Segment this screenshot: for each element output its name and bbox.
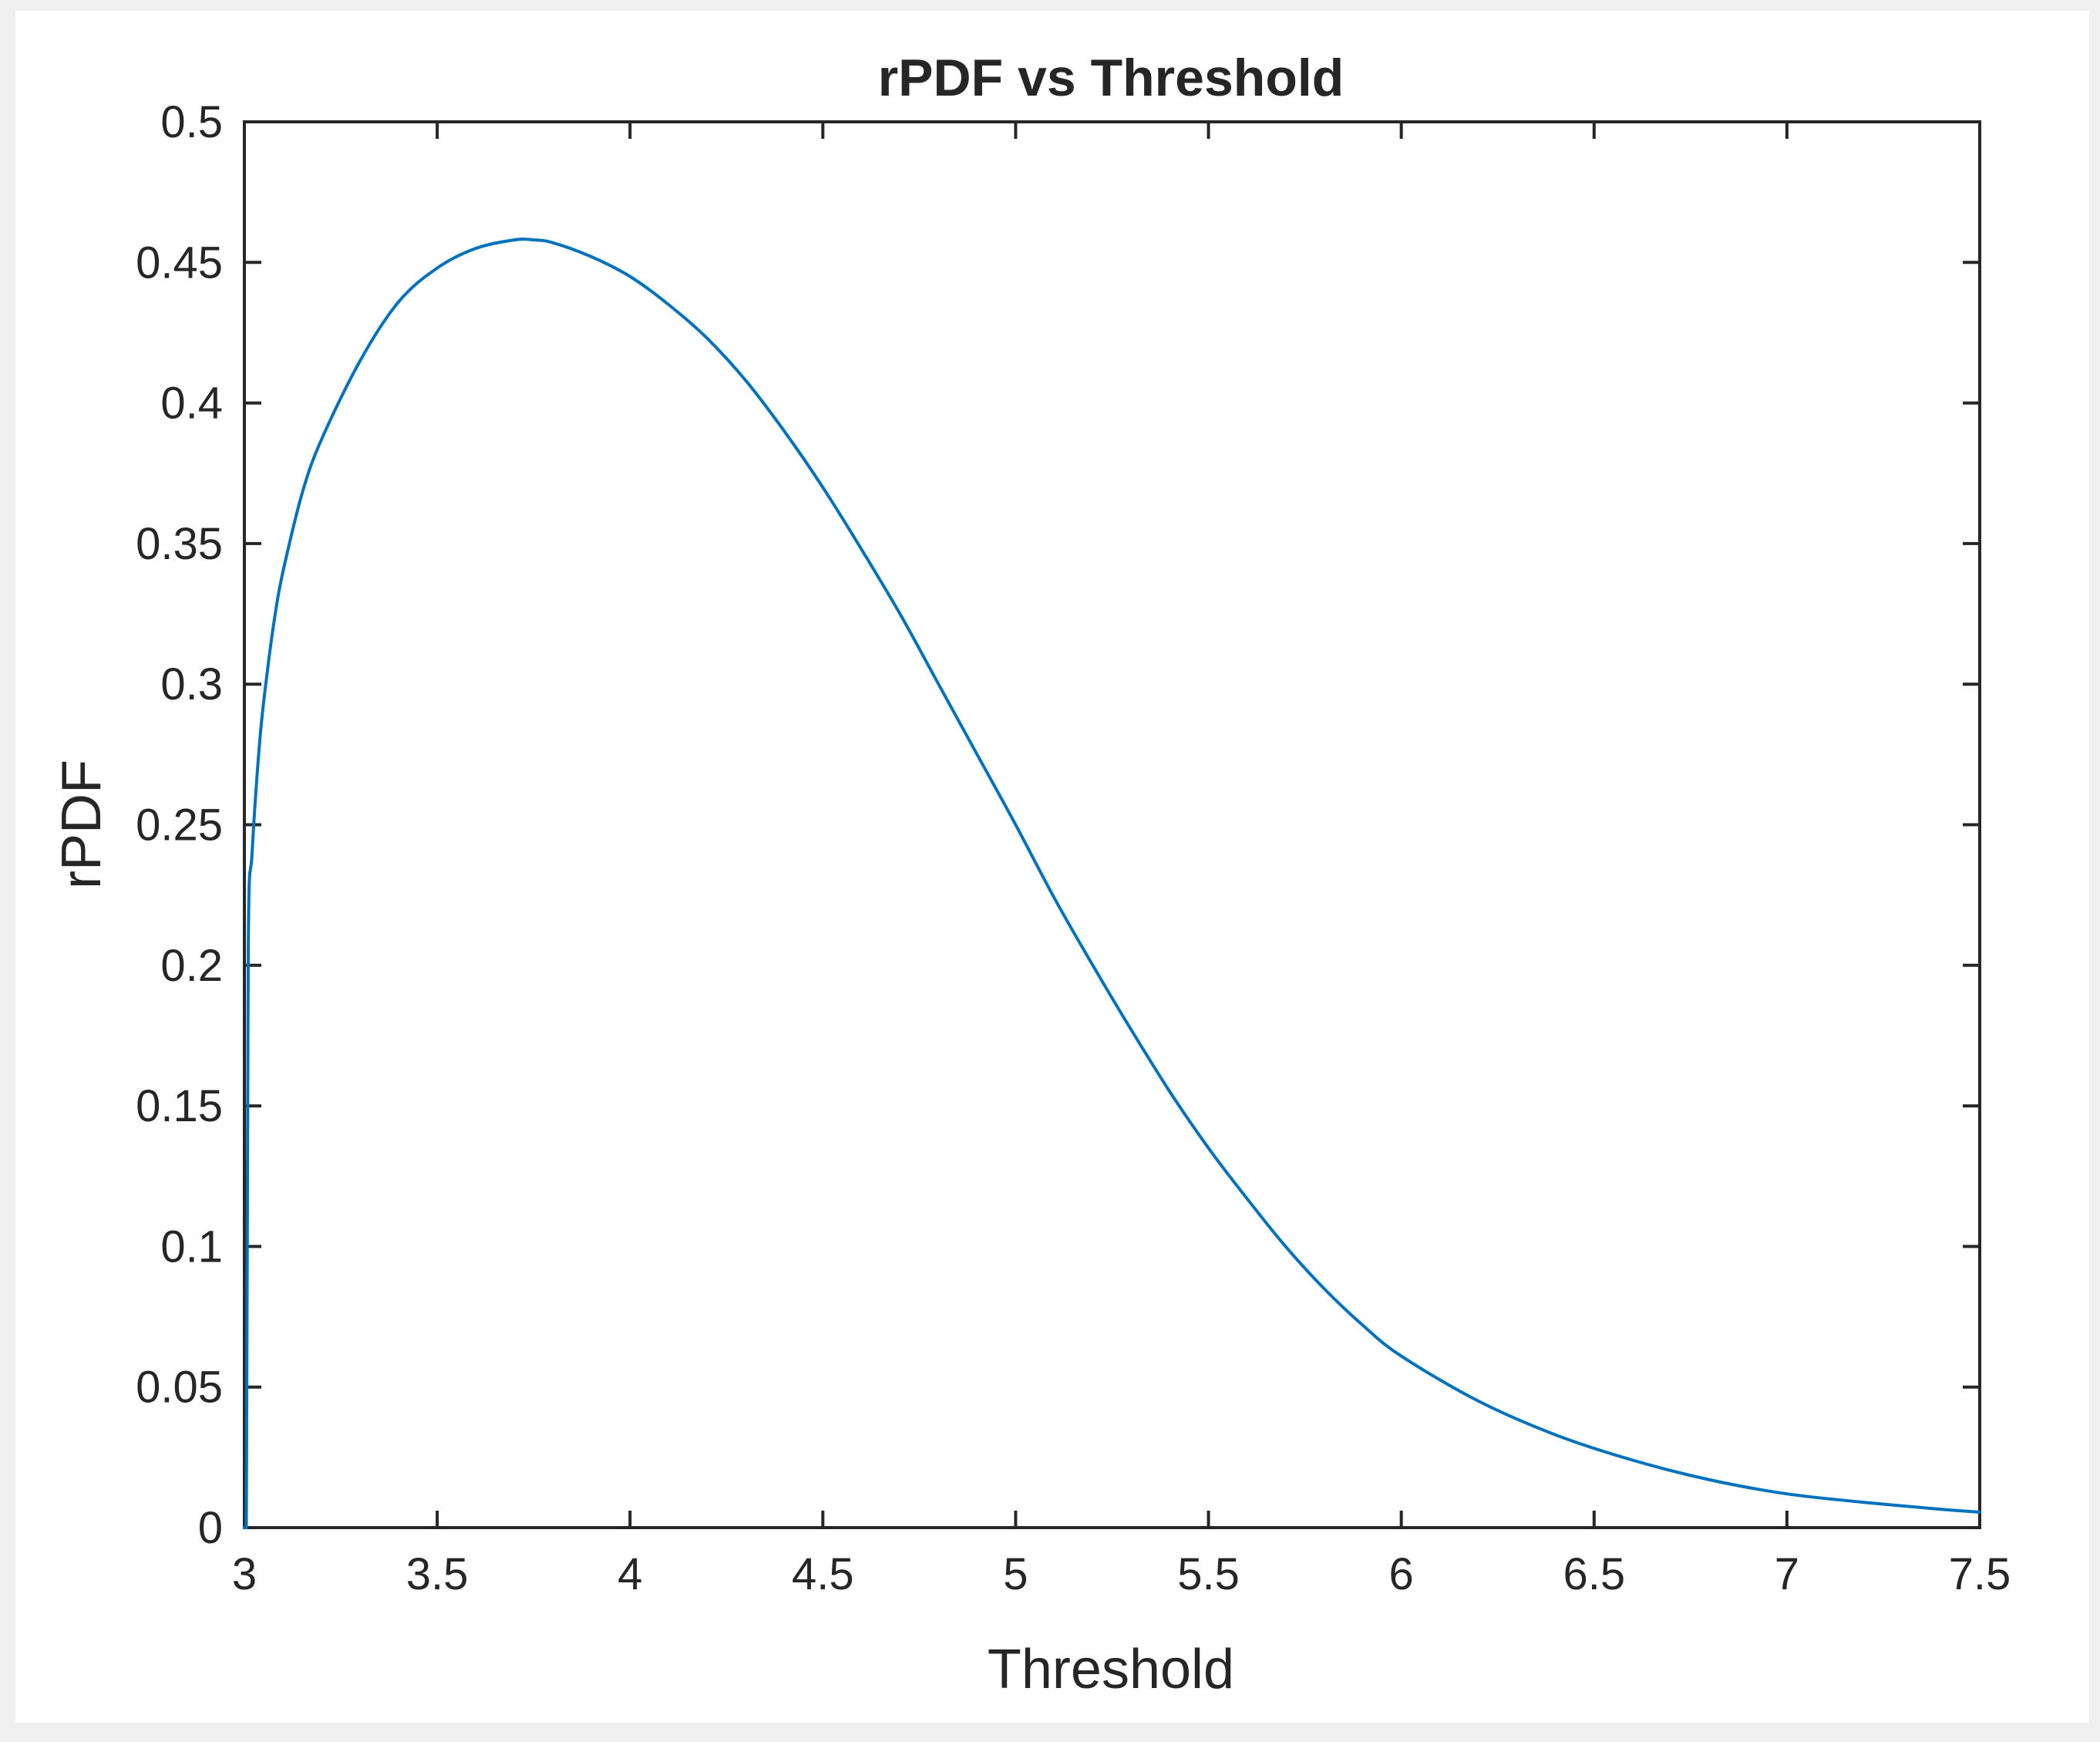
chart-title: rPDF vs Threshold [878,49,1344,107]
x-tick-label: 7 [1775,1549,1799,1599]
series-line [243,238,1981,1529]
line-chart: rPDF vs Threshold 3 3.5 4 4.5 5 5.5 6 6.5 7 7.5 0… [51,49,2011,1700]
y-axis: 0 0.05 0.1 0.15 0.2 0.25 0.3 0.35 0.4 0.45 0.5 [136,97,1980,1553]
x-tick-label: 5.5 [1177,1549,1240,1599]
x-tick-label: 7.5 [1949,1549,2011,1599]
x-axis: 3 3.5 4 4.5 5 5.5 6 6.5 7 7.5 [232,122,2011,1599]
y-tick-label: 0.35 [136,519,223,569]
y-tick-label: 0.4 [160,379,223,429]
x-tick-label: 6.5 [1563,1549,1625,1599]
x-axis-label: Threshold [988,1639,1234,1700]
x-tick-label: 3 [232,1549,257,1599]
y-tick-label: 0.1 [160,1221,223,1272]
y-tick-label: 0.05 [136,1363,223,1413]
x-tick-label: 4.5 [792,1549,854,1599]
y-tick-label: 0.3 [160,659,223,709]
figure-canvas: rPDF vs Threshold 3 3.5 4 4.5 5 5.5 6 6.5 7 7.5 0… [15,11,2089,1723]
plot-area [243,120,1981,1529]
y-tick-label: 0 [198,1503,223,1553]
y-tick-label: 0.5 [160,97,223,147]
y-tick-label: 0.2 [160,941,223,991]
y-axis-label: rPDF [51,760,113,889]
x-tick-label: 6 [1389,1549,1414,1599]
x-tick-label: 3.5 [406,1549,469,1599]
x-tick-label: 4 [618,1549,642,1599]
y-tick-label: 0.25 [136,800,223,851]
y-tick-label: 0.45 [136,238,223,288]
y-tick-label: 0.15 [136,1081,223,1131]
x-tick-label: 5 [1003,1549,1028,1599]
